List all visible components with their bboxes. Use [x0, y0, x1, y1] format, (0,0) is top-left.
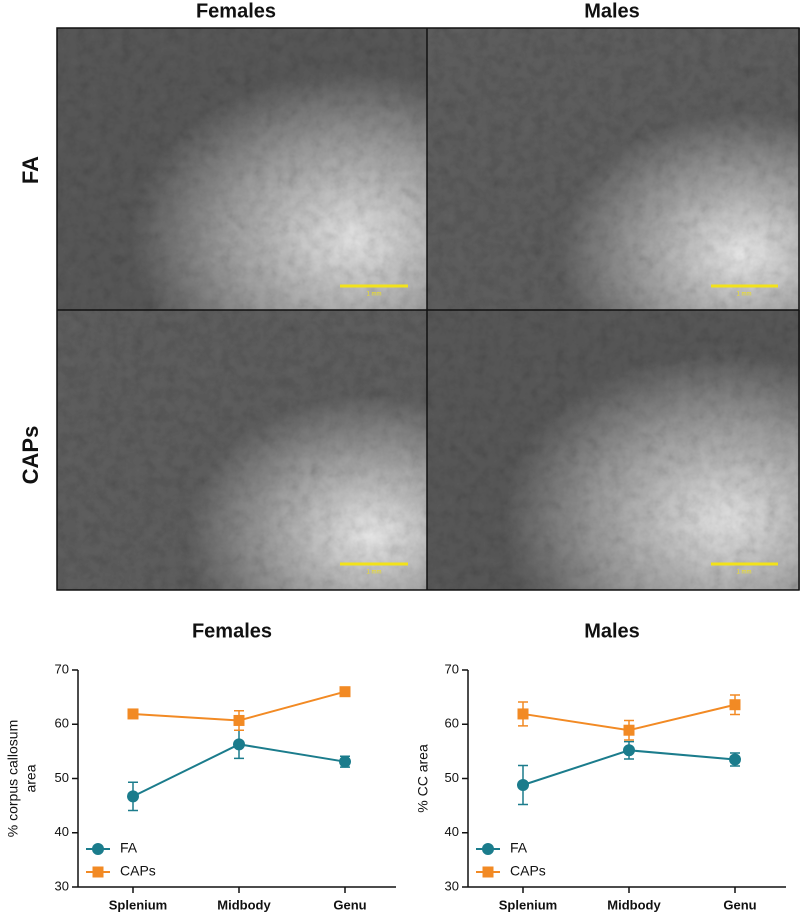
data-point	[729, 753, 741, 766]
row-label: FA	[18, 156, 43, 184]
column-label: Males	[584, 0, 640, 22]
chart-title: Females	[192, 620, 272, 642]
data-point	[233, 714, 245, 726]
data-point	[729, 699, 741, 711]
y-axis-label: area	[23, 764, 39, 792]
legend-label: FA	[510, 840, 528, 856]
x-tick-label: Genu	[333, 897, 366, 912]
grid-border	[56, 27, 800, 591]
scale-bar-label: 1 mm	[367, 570, 382, 576]
y-tick-label: 40	[445, 824, 459, 839]
legend-label: CAPs	[120, 863, 156, 879]
x-tick-label: Midbody	[217, 897, 271, 912]
legend-label: FA	[120, 840, 138, 856]
legend-label: CAPs	[510, 863, 546, 879]
micrograph	[427, 310, 800, 590]
row-label: CAPs	[18, 426, 43, 485]
legend-marker	[92, 843, 104, 855]
y-axis-label: % CC area	[415, 744, 431, 813]
y-tick-label: 30	[55, 878, 69, 893]
scale-bar-label: 1 mm	[737, 292, 752, 298]
column-label: Females	[196, 0, 276, 22]
y-axis-label: % corpus callosum	[5, 720, 21, 838]
x-tick-label: Midbody	[607, 897, 661, 912]
y-tick-label: 50	[445, 770, 459, 785]
legend-marker	[482, 866, 494, 878]
data-point	[127, 790, 139, 803]
micrograph	[57, 310, 427, 590]
data-point	[339, 686, 351, 698]
y-tick-label: 30	[445, 878, 459, 893]
data-point	[127, 708, 139, 720]
x-tick-label: Splenium	[499, 897, 558, 912]
data-point	[233, 738, 245, 751]
micrograph	[57, 28, 427, 310]
legend-marker	[92, 866, 104, 878]
y-tick-label: 70	[55, 661, 69, 676]
legend-marker	[482, 843, 494, 855]
micrograph-grid: Females Males FA CAPs 1 mm 1 mm 1 mm 1 m…	[18, 0, 800, 591]
data-point	[623, 744, 635, 757]
scale-bar-label: 1 mm	[367, 292, 382, 298]
data-point	[623, 724, 635, 736]
micrograph	[427, 28, 800, 310]
y-tick-label: 50	[55, 770, 69, 785]
y-tick-label: 60	[55, 716, 69, 731]
x-tick-label: Genu	[723, 897, 756, 912]
x-tick-label: Splenium	[109, 897, 168, 912]
scale-bar-label: 1 mm	[737, 570, 752, 576]
y-tick-label: 60	[445, 716, 459, 731]
data-point	[517, 779, 529, 792]
y-tick-label: 40	[55, 824, 69, 839]
y-tick-label: 70	[445, 661, 459, 676]
data-point	[339, 755, 351, 768]
chart-title: Males	[584, 620, 640, 642]
data-point	[517, 708, 529, 720]
